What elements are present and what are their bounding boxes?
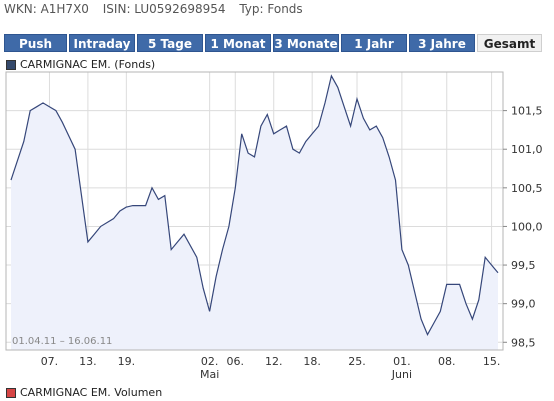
x-tick-month-label: Juni — [391, 368, 412, 381]
x-tick-label: 02. — [201, 355, 219, 368]
wkn-label: WKN: A1H7X0 — [4, 2, 89, 16]
tab-3-jahre[interactable]: 3 Jahre — [409, 34, 475, 52]
y-tick-label: 99,0 — [511, 298, 536, 311]
x-tick-label: 13. — [79, 355, 97, 368]
x-tick-label: 12. — [265, 355, 283, 368]
x-tick-month-label: Mai — [200, 368, 219, 381]
x-tick-label: 18. — [303, 355, 321, 368]
y-tick-label: 101,0 — [511, 143, 543, 156]
y-tick-label: 100,0 — [511, 220, 543, 233]
tab-5-tage[interactable]: 5 Tage — [137, 34, 203, 52]
x-tick-label: 07. — [41, 355, 59, 368]
date-range-label: 01.04.11 – 16.06.11 — [12, 336, 112, 347]
tab-push[interactable]: Push — [4, 34, 67, 52]
x-tick-label: 15. — [483, 355, 501, 368]
price-area-fill — [11, 75, 498, 351]
isin-label: ISIN: LU0592698954 — [102, 2, 226, 16]
x-tick-label: 19. — [118, 355, 136, 368]
price-line — [10, 74, 499, 336]
type-label: Typ: Fonds — [239, 2, 303, 16]
legend-swatch-volume — [6, 387, 16, 398]
timeframe-tabs: Push Intraday 5 Tage 1 Monat 3 Monate 1 … — [4, 34, 550, 52]
y-tick-label: 99,5 — [511, 259, 536, 272]
y-tick-label: 101,5 — [511, 105, 543, 118]
x-tick-label: 06. — [227, 355, 245, 368]
tab-1-monat[interactable]: 1 Monat — [205, 34, 271, 52]
main-legend-label: CARMIGNAC EM. (Fonds) — [20, 58, 156, 71]
tab-3-monate[interactable]: 3 Monate — [273, 34, 339, 52]
main-legend: CARMIGNAC EM. (Fonds) — [6, 58, 155, 71]
volume-legend: CARMIGNAC EM. Volumen — [6, 386, 162, 399]
volume-legend-label: CARMIGNAC EM. Volumen — [20, 386, 163, 399]
x-tick-label: 01. — [393, 355, 411, 368]
x-tick-label: 08. — [438, 355, 456, 368]
tab-gesamt[interactable]: Gesamt — [477, 34, 542, 52]
tab-1-jahr[interactable]: 1 Jahr — [341, 34, 407, 52]
y-tick-label: 100,5 — [511, 182, 543, 195]
security-info: WKN: A1H7X0 ISIN: LU0592698954 Typ: Fond… — [4, 2, 313, 16]
tab-intraday[interactable]: Intraday — [69, 34, 135, 52]
plot-frame — [5, 71, 504, 351]
legend-swatch — [6, 59, 16, 70]
x-tick-label: 25. — [348, 355, 366, 368]
y-tick-label: 98,5 — [511, 336, 536, 349]
